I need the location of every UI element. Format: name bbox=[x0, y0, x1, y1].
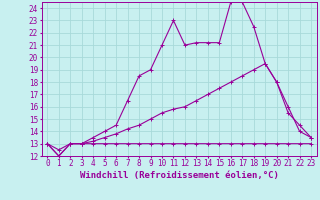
X-axis label: Windchill (Refroidissement éolien,°C): Windchill (Refroidissement éolien,°C) bbox=[80, 171, 279, 180]
